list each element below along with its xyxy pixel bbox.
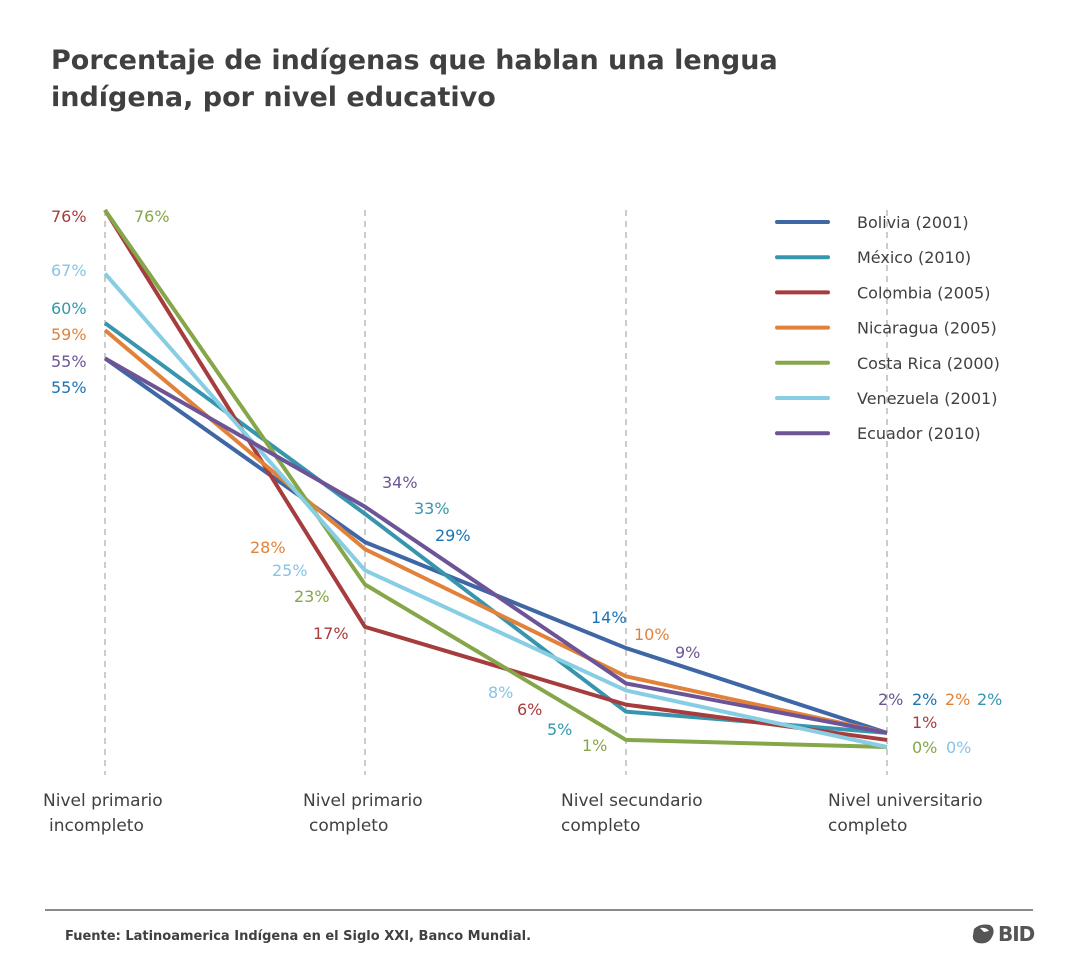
data-label: 2% [945,690,970,709]
series-line-0 [103,356,888,735]
series-line-5 [103,272,888,749]
bid-logo-text: BID [998,922,1035,946]
category-tick-label: completo [309,816,388,836]
data-label: 2% [912,690,937,709]
data-label: 55% [51,378,87,397]
data-label: 14% [591,608,627,627]
category-tick-label: Nivel primario [303,791,423,811]
series-line-2 [103,208,888,742]
category-tick-label: completo [561,816,640,836]
data-label: 60% [51,299,87,318]
data-label: 0% [946,738,971,757]
data-label: 23% [294,587,330,606]
series-line-4 [103,208,888,749]
data-label: 76% [134,207,170,226]
legend-entry: Bolivia (2001) [857,213,969,232]
category-tick-label: completo [828,816,907,836]
data-label: 33% [414,499,450,518]
legend-entry: Costa Rica (2000) [857,354,1000,373]
data-label: 17% [313,624,349,643]
data-label: 76% [51,207,87,226]
data-label: 29% [435,526,471,545]
chart-title: Porcentaje de indígenas que hablan una l… [51,45,778,113]
legend-entry: Venezuela (2001) [857,389,997,408]
data-label: 1% [912,713,937,732]
bid-logo-icon [972,924,994,944]
data-label: 6% [517,700,542,719]
series-line-3 [103,328,888,735]
data-label: 0% [912,738,937,757]
footer-divider [45,909,1033,911]
series-line-6 [104,356,888,735]
data-label: 5% [547,720,572,739]
category-tick-label: Nivel universitario [828,791,983,811]
category-tick-label: incompleto [49,816,144,836]
data-label: 28% [250,538,286,557]
legend-entry: Ecuador (2010) [857,424,981,443]
legend-entry: Colombia (2005) [857,283,990,302]
data-label: 2% [878,690,903,709]
data-label: 59% [51,325,87,344]
data-label: 8% [488,683,513,702]
data-label: 55% [51,352,87,371]
data-label: 1% [582,736,607,755]
category-tick-label: Nivel secundario [561,791,703,811]
legend-entry: Nicaragua (2005) [857,319,997,338]
series-line-1 [103,321,888,735]
data-label: 2% [977,690,1002,709]
data-label: 67% [51,261,87,280]
data-label: 34% [382,473,418,492]
data-label: 9% [675,643,700,662]
source-note: Fuente: Latinoamerica Indígena en el Sig… [65,929,532,944]
data-label: 25% [272,561,308,580]
legend-entry: México (2010) [857,248,971,267]
bid-logo: BID [970,922,1035,946]
category-tick-label: Nivel primario [43,791,163,811]
data-label: 10% [634,625,670,644]
